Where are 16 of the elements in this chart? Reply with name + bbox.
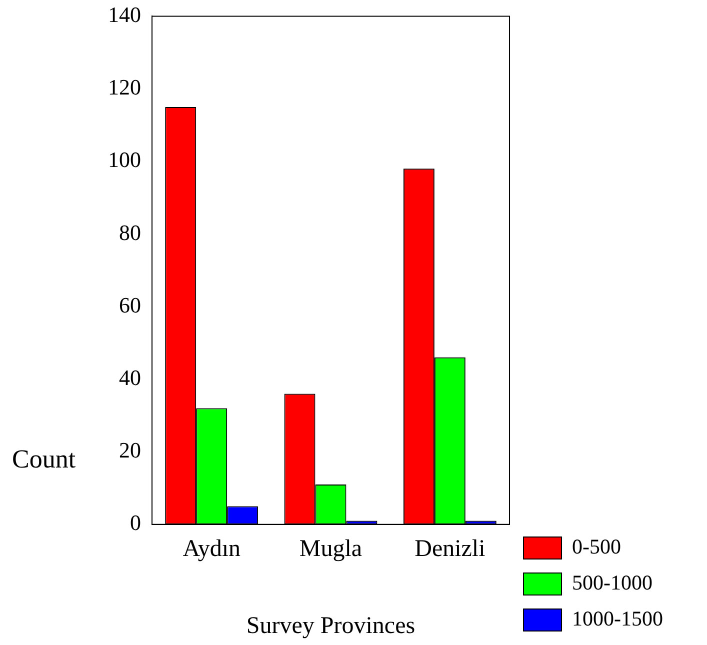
y-tick-label: 0 — [130, 510, 141, 536]
x-tick-label: Denizli — [414, 536, 486, 562]
y-axis-title: Count — [12, 444, 76, 474]
x-axis-title: Survey Provinces — [246, 612, 416, 639]
legend-label: 1000-1500 — [572, 606, 664, 631]
legend-label: 0-500 — [572, 534, 622, 559]
y-tick-label: 100 — [108, 147, 141, 172]
y-tick-label: 120 — [108, 74, 141, 100]
y-tick-label: 140 — [108, 2, 141, 27]
y-tick-label: 80 — [119, 220, 141, 245]
x-tick-label: Aydın — [182, 536, 240, 562]
y-tick-label: 20 — [119, 438, 141, 463]
y-tick-label: 40 — [119, 364, 141, 390]
x-tick-label: Mugla — [299, 536, 362, 562]
legend-label: 500-1000 — [572, 570, 653, 595]
y-tick-label: 60 — [119, 292, 141, 318]
